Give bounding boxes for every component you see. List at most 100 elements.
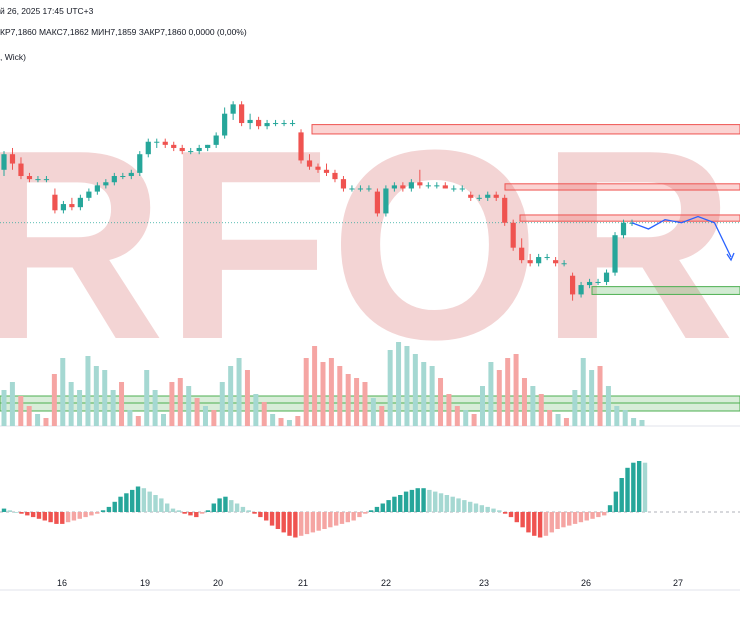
volume-bar (555, 414, 561, 426)
oscillator-bar (543, 512, 549, 536)
oscillator-bar (433, 491, 438, 512)
candle-body (128, 172, 134, 177)
candle-body (442, 185, 448, 189)
volume-bar (261, 402, 267, 426)
volume-bar (572, 390, 578, 426)
volume-bar (77, 390, 83, 426)
candle-body (18, 163, 24, 177)
x-tick-label: 27 (673, 578, 683, 588)
volume-bar (194, 398, 200, 426)
oscillator-bar (25, 512, 30, 516)
candle-body (417, 182, 423, 186)
oscillator-bar (100, 510, 106, 512)
candle-body (468, 194, 474, 198)
oscillator-bar (164, 503, 170, 512)
oscillator-bar (275, 512, 281, 529)
oscillator-bar (514, 512, 519, 523)
oscillator-bar (427, 489, 432, 512)
candle-body (120, 176, 126, 178)
oscillator-layer (1, 461, 648, 538)
candle-body (9, 154, 16, 164)
oscillator-bar (304, 512, 310, 535)
candle-body (306, 160, 313, 167)
candle-body (145, 141, 151, 155)
volume-bar (580, 358, 586, 426)
oscillator-bar (392, 496, 397, 512)
oscillator-bar (456, 498, 461, 512)
resistance-zone-1 (311, 124, 740, 135)
candle-body (222, 113, 228, 136)
oscillator-bar (310, 512, 316, 533)
volume-bar (354, 378, 360, 426)
oscillator-bar (537, 512, 543, 538)
watermark-layer: RFOREX (0, 95, 740, 396)
candle-body (603, 272, 610, 282)
oscillator-bar (549, 512, 554, 533)
oscillator-bar (223, 496, 228, 512)
header-datetime: й 26, 2025 17:45 UTC+3 (0, 6, 94, 16)
oscillator-bar (602, 512, 607, 516)
oscillator-bar (572, 512, 578, 524)
oscillator-bar (584, 512, 589, 521)
zones-layer (0, 124, 740, 295)
volume-bar (345, 374, 351, 426)
candle-body (569, 275, 576, 295)
oscillator-bar (287, 512, 292, 536)
volume-bar (102, 370, 108, 426)
oscillator-bar (508, 512, 514, 518)
volume-bar (404, 346, 410, 426)
oscillator-bar (147, 491, 152, 512)
volume-bar (463, 410, 469, 426)
volume-bar (396, 342, 402, 426)
oscillator-bar (333, 512, 339, 526)
volume-bar (563, 418, 569, 426)
oscillator-bar (229, 500, 234, 512)
candle-body (239, 104, 245, 124)
oscillator-bar (60, 512, 65, 524)
candle-body (586, 281, 593, 286)
volume-bar (169, 382, 175, 426)
oscillator-bar (322, 512, 327, 529)
oscillator-bar (491, 508, 496, 512)
candle-body (289, 123, 296, 125)
oscillator-bar (217, 498, 222, 512)
volume-bar (505, 358, 511, 426)
candle-body (315, 166, 321, 170)
oscillator-bar (567, 512, 572, 526)
volume-bar (127, 410, 133, 426)
candle-body (434, 185, 440, 187)
oscillator-bar (95, 512, 100, 514)
x-tick-label: 20 (213, 578, 223, 588)
volume-bar (639, 420, 645, 426)
candle-body (35, 179, 41, 181)
header-legend: , Wick) (0, 52, 26, 62)
candle-body (272, 123, 279, 125)
header-ohlc: КР7,1860 МАКС7,1862 МИН7,1859 ЗАКР7,1860… (0, 27, 247, 37)
volume-bar (513, 354, 519, 426)
candle-body (561, 263, 567, 265)
oscillator-bar (65, 512, 71, 523)
volume-bar (119, 382, 125, 426)
candle-body (485, 194, 491, 198)
candle-body (52, 194, 58, 211)
candle-body (281, 123, 287, 125)
volume-bar (496, 370, 502, 426)
candle-body (60, 204, 67, 211)
oscillator-bar (636, 461, 642, 512)
volume-bar (211, 410, 217, 426)
oscillator-bar (13, 512, 18, 513)
x-tick-label: 16 (57, 578, 67, 588)
oscillator-bar (182, 512, 187, 514)
oscillator-bar (83, 512, 88, 518)
candle-body (230, 104, 236, 114)
oscillator-bar (526, 512, 531, 533)
x-tick-label: 21 (298, 578, 308, 588)
volume-bar (547, 410, 553, 426)
oscillator-bar (619, 478, 624, 512)
oscillator-bar (54, 512, 59, 524)
volume-bar (219, 382, 225, 426)
volume-bar (370, 398, 376, 426)
oscillator-bar (386, 500, 391, 512)
volume-bar (43, 418, 49, 426)
